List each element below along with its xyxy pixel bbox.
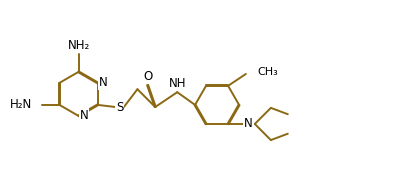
- Text: N: N: [99, 76, 107, 89]
- Text: O: O: [143, 70, 152, 84]
- Text: NH₂: NH₂: [68, 39, 90, 52]
- Text: NH: NH: [169, 77, 187, 90]
- Text: N: N: [244, 118, 253, 131]
- Text: S: S: [116, 101, 123, 113]
- Text: H₂N: H₂N: [10, 98, 33, 111]
- Text: N: N: [80, 109, 88, 122]
- Text: CH₃: CH₃: [258, 67, 278, 77]
